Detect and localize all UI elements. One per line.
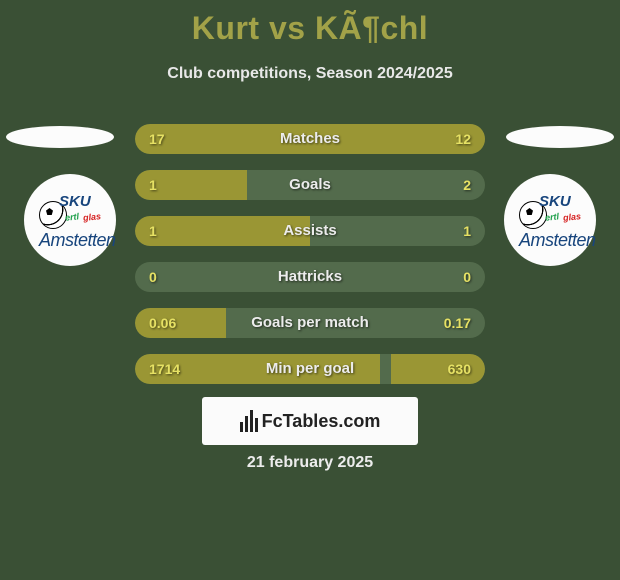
branding-text: FcTables.com [262, 411, 381, 432]
badge-text: SKU ertl glas [59, 195, 105, 223]
branding-box: FcTables.com [202, 397, 418, 445]
stat-label: Assists [135, 216, 485, 246]
page-title: Kurt vs KÃ¶chl [0, 0, 620, 47]
stat-row: 0 Hattricks 0 [135, 262, 485, 292]
page-subtitle: Club competitions, Season 2024/2025 [0, 65, 620, 83]
stat-label: Goals per match [135, 308, 485, 338]
stat-label: Goals [135, 170, 485, 200]
stat-value-right: 630 [448, 354, 471, 384]
badge-town: Amstetten [39, 230, 116, 251]
stat-row: 17 Matches 12 [135, 124, 485, 154]
stat-value-right: 12 [455, 124, 471, 154]
stat-row: 1714 Min per goal 630 [135, 354, 485, 384]
stat-row: 0.06 Goals per match 0.17 [135, 308, 485, 338]
stat-label: Hattricks [135, 262, 485, 292]
date-text: 21 february 2025 [0, 454, 620, 472]
club-badge-right: SKU ertl glas Amstetten [504, 174, 596, 266]
flag-left [6, 126, 114, 148]
stats-area: 17 Matches 12 1 Goals 2 1 Assists 1 0 Ha… [135, 124, 485, 400]
stat-row: 1 Assists 1 [135, 216, 485, 246]
stat-value-right: 1 [463, 216, 471, 246]
stat-row: 1 Goals 2 [135, 170, 485, 200]
stat-value-right: 0 [463, 262, 471, 292]
club-badge-left: SKU ertl glas Amstetten [24, 174, 116, 266]
stat-value-right: 0.17 [444, 308, 471, 338]
flag-right [506, 126, 614, 148]
stat-label: Matches [135, 124, 485, 154]
stat-value-right: 2 [463, 170, 471, 200]
stat-label: Min per goal [135, 354, 485, 384]
badge-text: SKU ertl glas [539, 195, 585, 223]
bars-icon [240, 410, 258, 432]
badge-town: Amstetten [519, 230, 596, 251]
